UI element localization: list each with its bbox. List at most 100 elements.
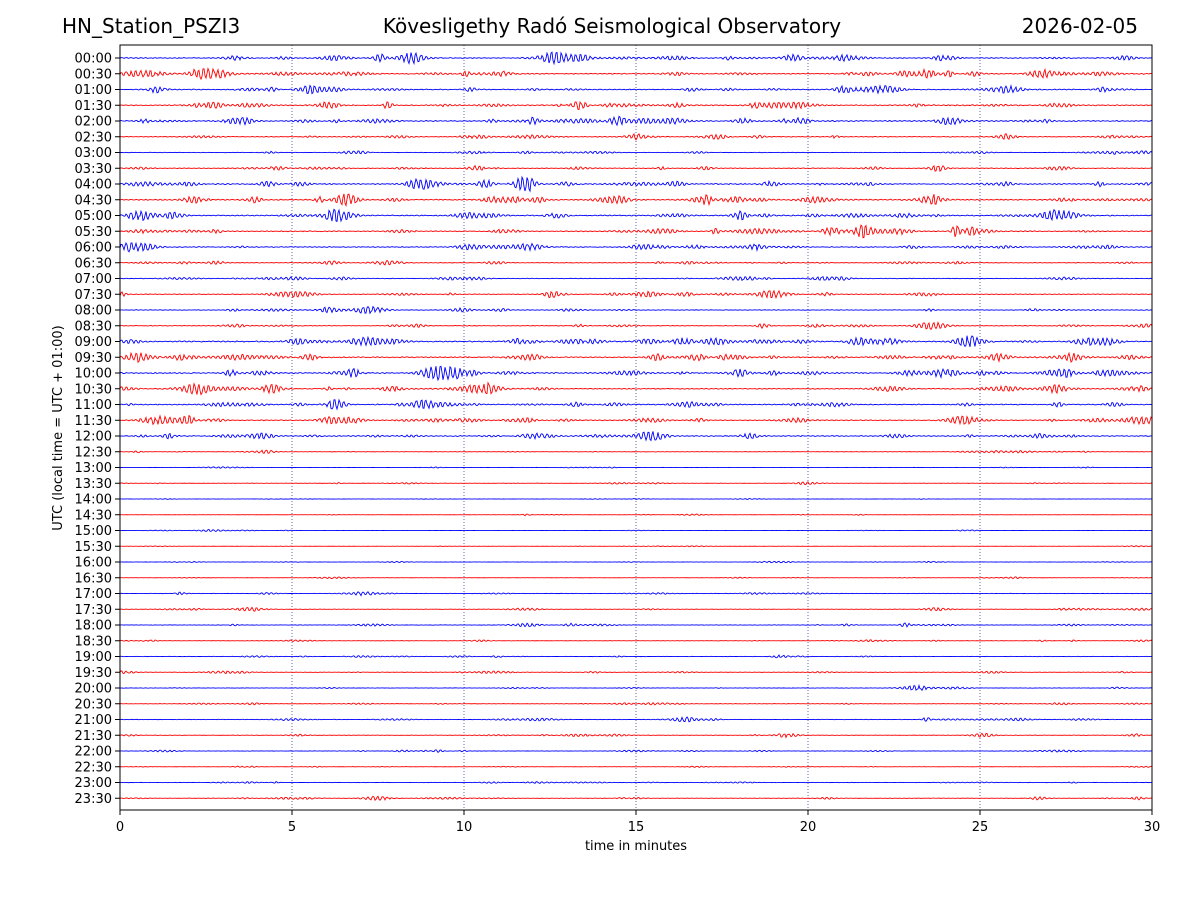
trace-1500 — [119, 528, 1153, 533]
trace-0800 — [119, 305, 1153, 315]
trace-0730 — [119, 289, 1153, 300]
trace-1930 — [119, 670, 1153, 675]
y-tick-label: 15:00 — [75, 524, 112, 539]
trace-0900 — [119, 335, 1153, 348]
y-tick-label: 16:00 — [75, 556, 112, 571]
y-tick-label: 18:00 — [75, 619, 112, 634]
grid-lines — [291, 45, 981, 810]
x-tick-label: 10 — [456, 820, 473, 835]
trace-0300 — [119, 150, 1153, 155]
y-tick-label: 13:00 — [75, 461, 112, 476]
trace-0200 — [119, 115, 1153, 127]
y-tick-label: 12:00 — [75, 430, 112, 445]
trace-2030 — [119, 701, 1153, 706]
trace-0500 — [119, 208, 1153, 223]
trace-1530 — [119, 545, 1153, 548]
y-tick-label: 03:30 — [75, 162, 112, 177]
y-tick-label: 05:30 — [75, 225, 112, 240]
trace-0030 — [119, 67, 1153, 81]
y-tick-label: 23:00 — [75, 776, 112, 791]
y-tick-label: 21:30 — [75, 729, 112, 744]
y-tick-label: 07:00 — [75, 272, 112, 287]
trace-1830 — [119, 639, 1153, 643]
y-tick-label: 02:00 — [75, 115, 112, 130]
y-tick-label: 03:00 — [75, 146, 112, 161]
date-label: 2026-02-05 — [1021, 14, 1138, 38]
y-tick-label: 19:00 — [75, 650, 112, 665]
y-tick-label: 00:00 — [75, 52, 112, 67]
y-tick-label: 11:00 — [75, 398, 112, 413]
trace-0430 — [119, 193, 1153, 208]
y-tick-label: 19:30 — [75, 666, 112, 681]
y-tick-label: 06:00 — [75, 241, 112, 256]
y-tick-label: 12:30 — [75, 445, 112, 460]
trace-0630 — [119, 259, 1153, 266]
trace-1800 — [119, 622, 1153, 628]
trace-2130 — [119, 732, 1153, 739]
x-tick-label: 0 — [116, 820, 124, 835]
y-axis-label: UTC (local time = UTC + 01:00) — [51, 325, 66, 530]
trace-1600 — [119, 560, 1153, 564]
x-tick-label: 5 — [288, 820, 296, 835]
observatory-title: Kövesligethy Radó Seismological Observat… — [382, 14, 842, 38]
y-tick-label: 20:00 — [75, 682, 112, 697]
trace-1430 — [119, 513, 1153, 517]
y-tick-label: 05:00 — [75, 209, 112, 224]
trace-0600 — [119, 241, 1153, 253]
trace-2230 — [119, 765, 1153, 768]
y-tick-label: 10:00 — [75, 367, 112, 382]
y-tick-label: 10:30 — [75, 382, 112, 397]
x-tick-label: 20 — [800, 820, 817, 835]
trace-1100 — [119, 398, 1153, 411]
trace-1330 — [119, 481, 1153, 486]
y-tick-label: 09:00 — [75, 335, 112, 350]
trace-0230 — [119, 132, 1153, 141]
y-tick-label: 22:00 — [75, 745, 112, 760]
y-tick-label: 07:30 — [75, 288, 112, 303]
y-tick-label: 16:30 — [75, 571, 112, 586]
trace-0930 — [119, 351, 1153, 363]
trace-2330 — [119, 795, 1153, 801]
y-tick-label: 21:00 — [75, 713, 112, 728]
trace-1630 — [119, 576, 1153, 580]
trace-0100 — [119, 84, 1153, 95]
x-tick-label: 25 — [972, 820, 989, 835]
y-tick-label: 01:30 — [75, 99, 112, 114]
trace-2300 — [119, 781, 1153, 784]
y-tick-label: 09:30 — [75, 351, 112, 366]
trace-1030 — [119, 381, 1153, 396]
trace-1200 — [120, 431, 1153, 442]
trace-1230 — [119, 449, 1153, 454]
x-axis-ticks: 0 5 10 15 20 25 30 — [116, 810, 1160, 835]
y-tick-label: 23:30 — [75, 792, 112, 807]
trace-1400 — [119, 498, 1153, 500]
x-tick-label: 15 — [628, 820, 645, 835]
y-tick-label: 20:30 — [75, 697, 112, 712]
trace-0700 — [119, 275, 1153, 282]
x-axis-label: time in minutes — [585, 839, 687, 854]
y-tick-label: 08:30 — [75, 319, 112, 334]
trace-2200 — [119, 749, 1152, 753]
x-tick-label: 30 — [1144, 820, 1161, 835]
station-label: HN_Station_PSZI3 — [62, 14, 241, 38]
y-tick-label: 01:00 — [75, 83, 112, 98]
y-tick-label: 02:30 — [75, 130, 112, 145]
trace-1300 — [119, 466, 1153, 469]
y-tick-label: 11:30 — [75, 414, 112, 429]
y-tick-label: 15:30 — [75, 540, 112, 555]
trace-0000 — [119, 51, 1153, 66]
y-tick-label: 14:00 — [75, 493, 112, 508]
trace-1130 — [119, 414, 1153, 426]
y-tick-label: 04:00 — [75, 178, 112, 193]
trace-0830 — [119, 321, 1153, 331]
y-tick-label: 17:30 — [75, 603, 112, 618]
trace-2000 — [119, 684, 1153, 692]
trace-0530 — [119, 224, 1153, 239]
y-tick-label: 17:00 — [75, 587, 112, 602]
trace-1000 — [119, 365, 1153, 382]
y-axis-ticks: 00:0000:3001:0001:3002:0002:3003:0003:30… — [75, 52, 120, 807]
trace-2100 — [119, 716, 1153, 723]
trace-0400 — [119, 175, 1153, 193]
y-tick-label: 08:00 — [75, 304, 112, 319]
